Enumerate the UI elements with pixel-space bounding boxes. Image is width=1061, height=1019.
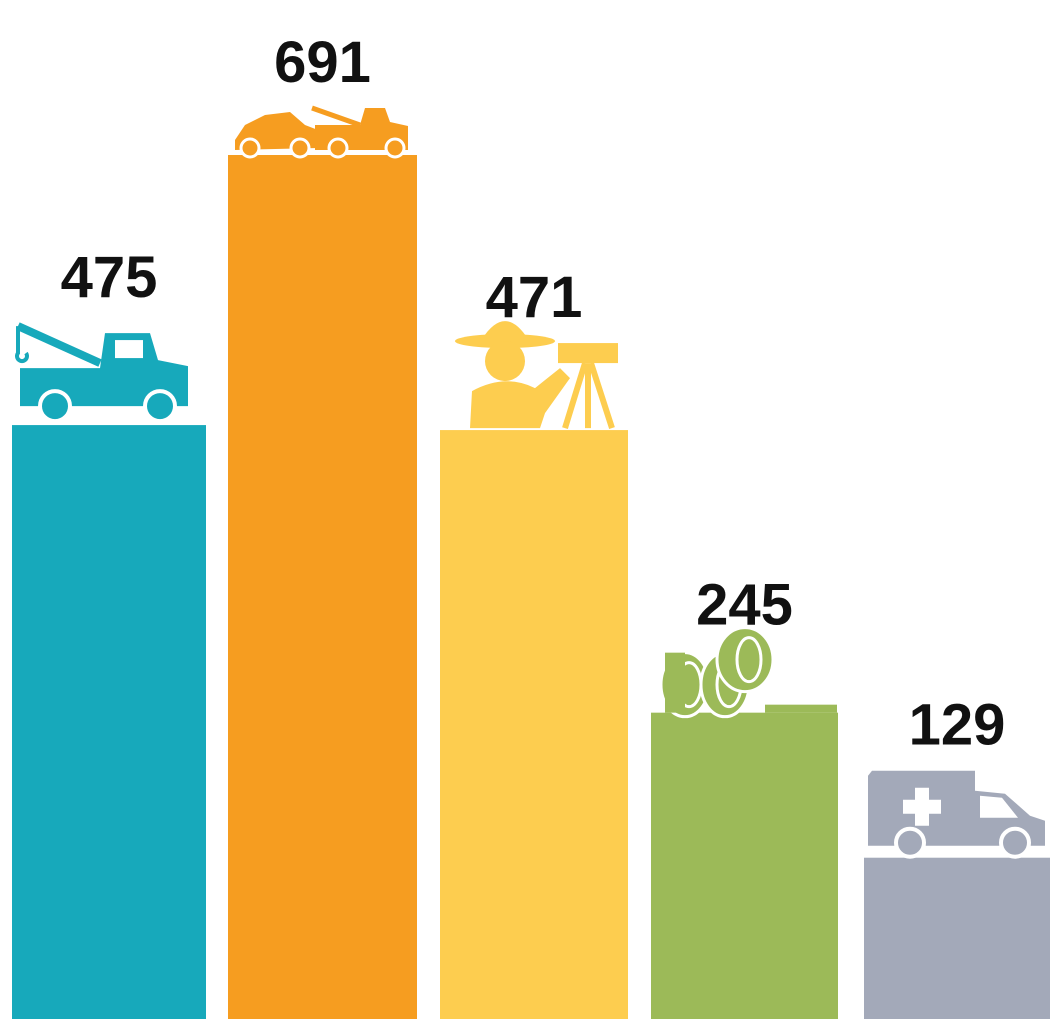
bar-icon <box>235 105 408 159</box>
icon-part <box>38 389 72 424</box>
icon-part <box>20 333 188 407</box>
icon-part <box>327 137 349 159</box>
bar-icon <box>868 770 1045 859</box>
icon-part <box>143 389 177 424</box>
bar <box>440 430 628 1019</box>
icon-part <box>765 704 837 713</box>
bar <box>228 155 417 1019</box>
icon-part <box>894 826 926 859</box>
bar <box>864 857 1050 1019</box>
bar <box>12 425 206 1019</box>
icon-part <box>999 826 1031 859</box>
icon-part <box>715 626 775 694</box>
icon-part <box>485 341 525 382</box>
icon-part <box>903 787 941 826</box>
value-label: 691 <box>274 30 371 95</box>
value-label: 475 <box>61 245 158 310</box>
icon-part <box>470 368 570 429</box>
icon-part <box>665 652 685 713</box>
icon-part <box>562 362 615 430</box>
icon-part <box>15 326 29 364</box>
icon-part <box>311 105 361 128</box>
icon-part <box>980 795 1018 818</box>
icon-part <box>735 636 763 684</box>
value-label: 129 <box>909 693 1006 758</box>
bar-icon <box>659 626 837 719</box>
value-label: 245 <box>696 573 793 638</box>
icon-part <box>239 137 261 159</box>
bar-icon <box>15 322 188 424</box>
value-label: 471 <box>486 265 583 330</box>
icon-part <box>16 322 102 367</box>
icon-part <box>482 321 528 340</box>
icon-part <box>384 137 406 159</box>
bar-icon <box>455 321 618 430</box>
bar <box>651 712 838 1019</box>
icon-part <box>558 343 618 364</box>
icon-part <box>289 137 311 159</box>
icon-part <box>115 340 143 359</box>
